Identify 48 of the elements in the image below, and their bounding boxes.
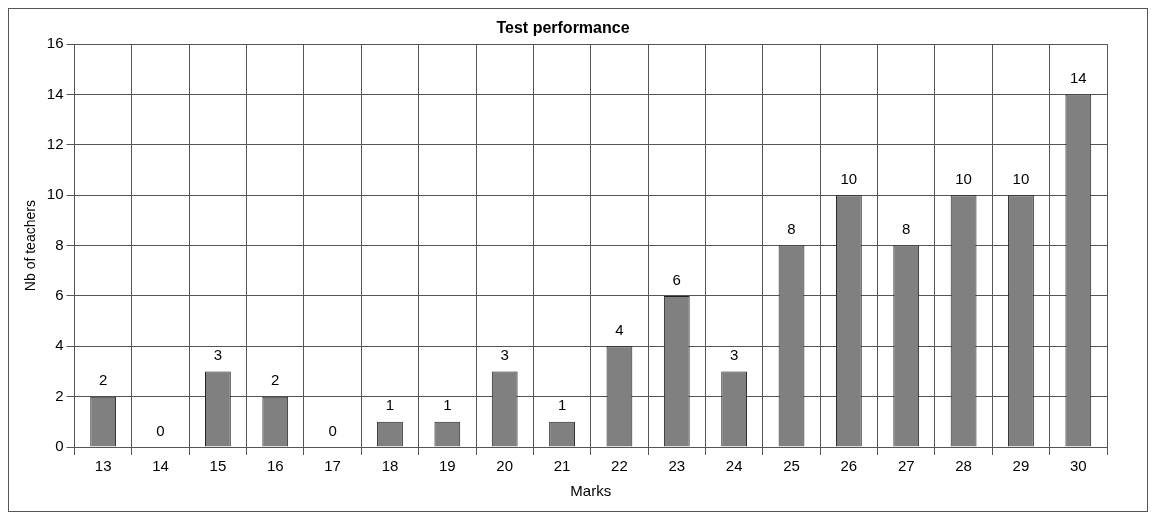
y-tick-label: 12 [46,135,64,153]
x-tick-label: 25 [783,457,800,475]
data-label: 4 [615,320,624,338]
data-label: 1 [557,396,567,414]
x-tick-label: 17 [324,457,341,475]
data-label: 10 [955,169,972,187]
data-label: 2 [271,371,280,389]
x-axis-title: Marks [570,482,612,500]
x-tick-label: 19 [438,457,456,475]
x-tick-label: 13 [94,457,112,475]
y-tick-label: 6 [55,286,64,304]
y-tick-label: 0 [55,437,64,455]
x-tick-label: 18 [381,457,399,475]
x-tick-label: 21 [553,457,571,475]
y-tick-label: 16 [46,34,64,52]
x-tick-label: 20 [496,457,514,475]
data-label: 0 [156,421,165,439]
x-tick-label: 14 [152,457,169,475]
chart-title: Test performance [496,19,630,37]
y-tick-label: 14 [46,84,64,102]
x-tick-label: 24 [725,457,743,475]
y-tick-label: 2 [55,386,64,404]
data-label: 6 [672,270,681,288]
data-label: 8 [902,220,911,238]
data-label: 3 [729,346,739,364]
x-tick-label: 22 [611,457,628,475]
data-label: 14 [1069,69,1087,87]
x-tick-label: 16 [266,457,284,475]
data-label: 3 [500,346,509,364]
y-tick-label: 8 [55,235,64,253]
y-tick-label: 4 [55,336,64,354]
data-label: 2 [98,371,108,389]
data-label: 3 [213,346,223,364]
data-label: 1 [385,396,395,414]
x-tick-label: 30 [1069,457,1087,475]
data-label: 0 [328,421,337,439]
data-label: 10 [1012,169,1030,187]
x-tick-label: 27 [897,457,915,475]
data-label: 10 [840,169,858,187]
x-tick-label: 15 [209,457,227,475]
x-tick-label: 23 [668,457,686,475]
data-label: 8 [787,220,796,238]
x-tick-label: 26 [840,457,858,475]
x-tick-label: 28 [955,457,972,475]
y-axis-title: Nb of teachers [22,200,39,292]
data-label: 1 [443,396,452,414]
x-tick-label: 29 [1012,457,1030,475]
y-tick-label: 10 [46,185,64,203]
